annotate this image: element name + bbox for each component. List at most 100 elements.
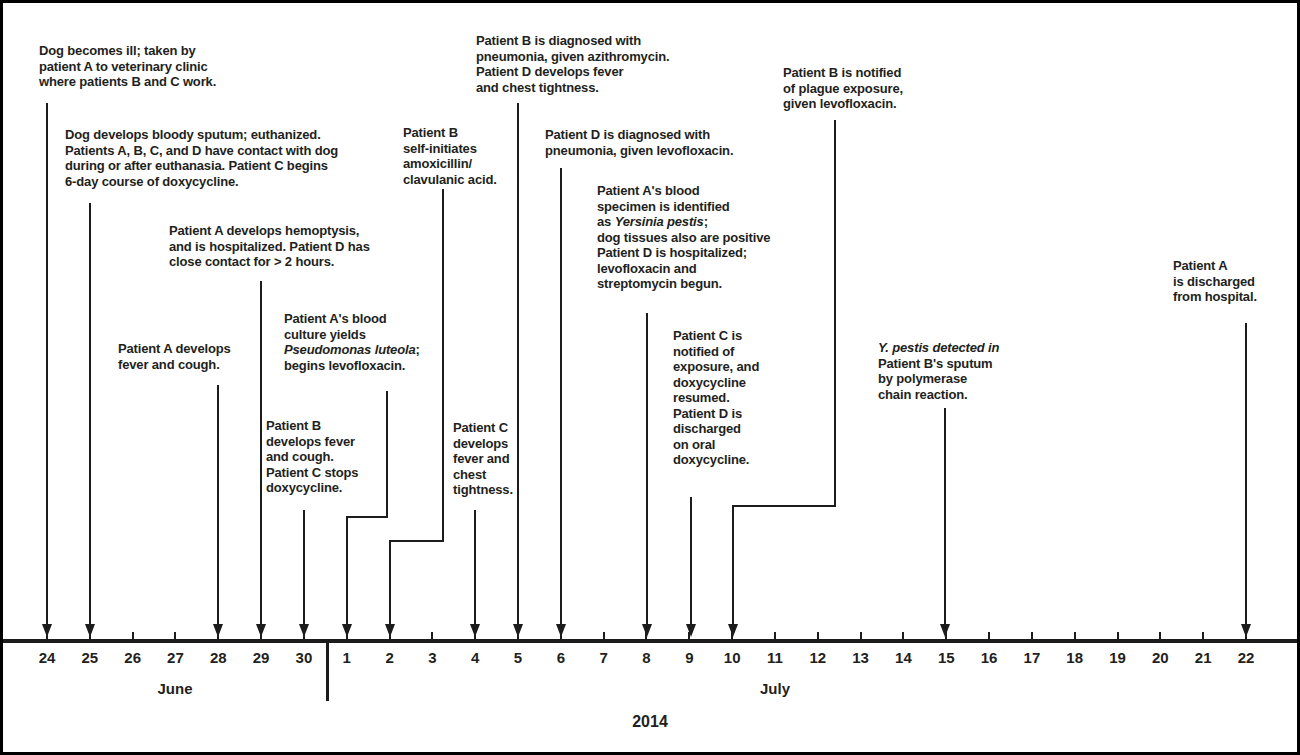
axis-day-label: 8 <box>642 649 650 666</box>
arrow-stem-patient-c-notified <box>690 497 692 624</box>
axis-tick <box>431 632 433 640</box>
axis-day-label: 4 <box>471 649 479 666</box>
year-label: 2014 <box>632 713 668 731</box>
arrow-stem-patient-a-hemoptysis <box>260 281 262 624</box>
axis-day-label: 17 <box>1024 649 1041 666</box>
axis-day-label: 15 <box>938 649 955 666</box>
timeline-figure: Dog becomes ill; taken bypatient A to ve… <box>0 0 1300 755</box>
connector-patient-b-notified-horizontal <box>733 505 836 507</box>
axis-tick <box>688 632 690 640</box>
event-pcr-detection-text: Y. pestis detected inPatient B's sputumb… <box>878 340 999 402</box>
axis-day-label: 13 <box>852 649 869 666</box>
axis-day-label: 16 <box>981 649 998 666</box>
axis-day-label: 12 <box>809 649 826 666</box>
axis-day-label: 6 <box>557 649 565 666</box>
arrow-stem-patient-b-notified <box>732 505 734 624</box>
axis-day-label: 2 <box>385 649 393 666</box>
axis-tick <box>603 632 605 640</box>
event-patient-c-fever-text: Patient Cdevelopsfever andchesttightness… <box>453 420 513 498</box>
arrow-stem-yersinia-identified <box>646 313 648 624</box>
axis-day-label: 14 <box>895 649 912 666</box>
event-dog-ill-text: Dog becomes ill; taken bypatient A to ve… <box>39 43 216 90</box>
axis-tick <box>1031 632 1033 640</box>
axis-tick <box>46 632 48 640</box>
axis-tick <box>1117 632 1119 640</box>
timeline-axis <box>3 639 1297 643</box>
arrow-stem-patient-b-diagnosed <box>517 103 519 624</box>
arrow-stem-dog-ill <box>46 103 48 624</box>
axis-day-label: 1 <box>343 649 351 666</box>
axis-tick <box>902 632 904 640</box>
axis-day-label: 11 <box>767 649 783 666</box>
axis-tick <box>260 632 262 640</box>
axis-tick <box>474 632 476 640</box>
event-yersinia-identified-text: Patient A's bloodspecimen is identifieda… <box>597 183 770 292</box>
connector-patient-b-self-initiates-drop <box>442 189 444 542</box>
arrow-stem-patient-a-fever <box>217 385 219 624</box>
axis-tick <box>731 632 733 640</box>
month-separator <box>326 640 329 701</box>
axis-day-label: 26 <box>124 649 141 666</box>
event-patient-d-diagnosed-text: Patient D is diagnosed withpneumonia, gi… <box>545 127 733 158</box>
event-patient-a-fever-text: Patient A developsfever and cough. <box>118 341 231 372</box>
axis-tick <box>389 632 391 640</box>
axis-day-label: 20 <box>1152 649 1169 666</box>
axis-tick <box>1202 632 1204 640</box>
event-patient-a-blood-culture-text: Patient A's bloodculture yieldsPseudomon… <box>284 311 420 373</box>
axis-tick <box>517 632 519 640</box>
arrow-stem-patient-c-fever <box>474 510 476 624</box>
connector-patient-a-blood-culture-horizontal <box>347 516 388 518</box>
axis-day-label: 19 <box>1109 649 1126 666</box>
axis-tick <box>217 632 219 640</box>
month-label-june: June <box>157 680 192 697</box>
axis-tick <box>945 632 947 640</box>
axis-tick <box>346 632 348 640</box>
axis-tick <box>132 632 134 640</box>
axis-day-label: 25 <box>81 649 98 666</box>
axis-day-label: 10 <box>724 649 741 666</box>
connector-patient-b-notified-drop <box>834 120 836 507</box>
axis-day-label: 24 <box>39 649 56 666</box>
event-patient-a-hemoptysis-text: Patient A develops hemoptysis,and is hos… <box>169 223 370 270</box>
axis-day-label: 3 <box>428 649 436 666</box>
axis-day-label: 29 <box>253 649 270 666</box>
event-dog-euthanized-text: Dog develops bloody sputum; euthanized.P… <box>65 127 338 189</box>
axis-tick <box>1245 632 1247 640</box>
axis-day-label: 18 <box>1066 649 1083 666</box>
event-patient-b-self-initiates-text: Patient Bself-initiatesamoxicillin/clavu… <box>403 125 497 187</box>
arrow-stem-patient-b-self-initiates <box>389 540 391 624</box>
axis-day-label: 28 <box>210 649 227 666</box>
axis-tick <box>774 632 776 640</box>
month-label-july: July <box>760 680 790 697</box>
arrow-stem-dog-euthanized <box>89 203 91 624</box>
connector-patient-b-self-initiates-horizontal <box>389 540 444 542</box>
axis-day-label: 30 <box>296 649 313 666</box>
event-patient-b-fever-text: Patient Bdevelops feverand cough.Patient… <box>266 418 358 496</box>
axis-tick <box>89 632 91 640</box>
axis-day-label: 9 <box>685 649 693 666</box>
arrow-stem-patient-d-diagnosed <box>560 168 562 624</box>
axis-tick <box>174 632 176 640</box>
axis-day-label: 21 <box>1195 649 1212 666</box>
event-patient-b-diagnosed-text: Patient B is diagnosed withpneumonia, gi… <box>476 33 669 95</box>
axis-tick <box>860 632 862 640</box>
event-patient-b-notified-text: Patient B is notifiedof plague exposure,… <box>783 65 903 112</box>
axis-day-label: 5 <box>514 649 522 666</box>
arrow-stem-patient-a-blood-culture <box>346 516 348 624</box>
axis-tick <box>560 632 562 640</box>
event-patient-a-discharged-text: Patient Ais dischargedfrom hospital. <box>1173 258 1257 305</box>
axis-tick <box>303 632 305 640</box>
axis-tick <box>817 632 819 640</box>
arrow-stem-patient-b-fever <box>303 510 305 624</box>
axis-tick <box>1074 632 1076 640</box>
axis-tick <box>988 632 990 640</box>
axis-tick <box>645 632 647 640</box>
arrow-stem-pcr-detection <box>944 408 946 624</box>
axis-day-label: 7 <box>600 649 608 666</box>
axis-day-label: 27 <box>167 649 184 666</box>
event-patient-c-notified-text: Patient C isnotified ofexposure, anddoxy… <box>673 328 759 468</box>
connector-patient-a-blood-culture-drop <box>386 391 388 518</box>
axis-day-label: 22 <box>1238 649 1255 666</box>
arrow-stem-patient-a-discharged <box>1245 323 1247 624</box>
axis-tick <box>1159 632 1161 640</box>
